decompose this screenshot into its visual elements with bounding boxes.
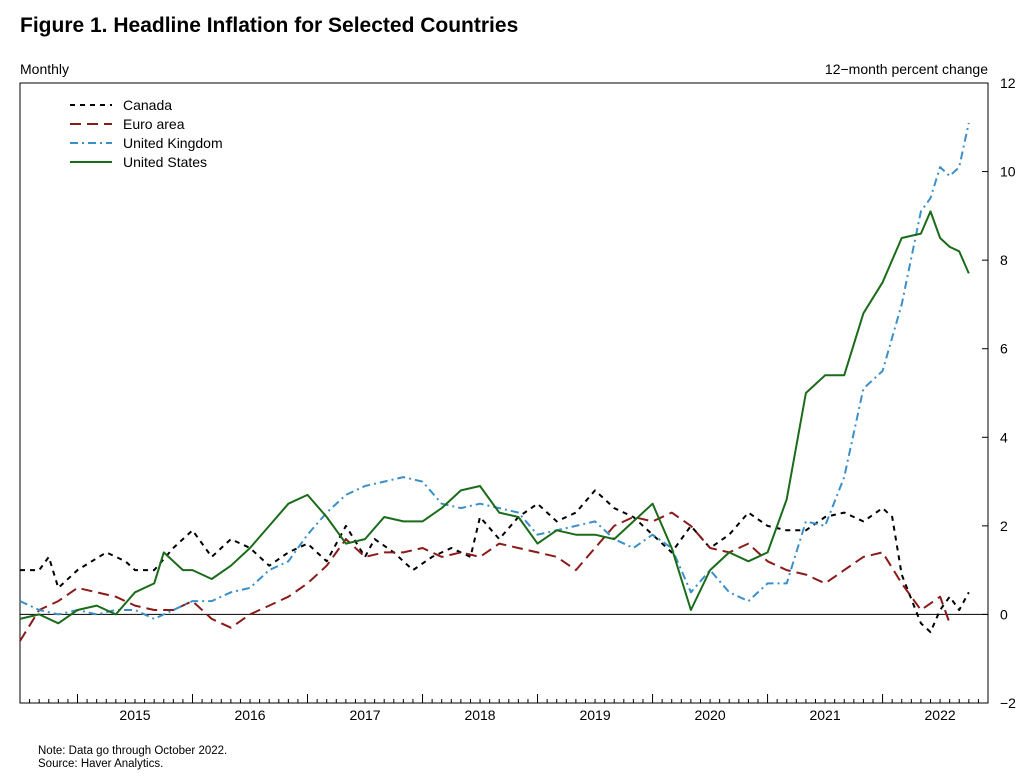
legend-label: Canada <box>123 97 172 113</box>
x-tick-label: 2016 <box>234 707 265 723</box>
series-line-united-kingdom <box>19 122 970 620</box>
chart-title: Figure 1. Headline Inflation for Selecte… <box>20 14 519 37</box>
axes: −2 0 2 4 6 8 10 12 2015 2016 2017 2018 2019 2020 2021 2… <box>19 75 1016 723</box>
y-tick-label: 0 <box>1000 606 1008 622</box>
x-tick-label: 2022 <box>925 707 956 723</box>
y-tick-label: 8 <box>1000 252 1008 268</box>
chart-notes: Note: Data go through October 2022. Sour… <box>38 745 227 771</box>
y-tick-label: −2 <box>1000 695 1016 711</box>
y-tick-label: 12 <box>1000 75 1016 91</box>
x-tick-label: 2019 <box>579 707 610 723</box>
series-lines <box>19 122 970 642</box>
series-line-united-states <box>19 210 970 625</box>
source-text: Source: Haver Analytics. <box>38 758 164 770</box>
y-tick-label: 10 <box>1000 164 1016 180</box>
legend-label: United Kingdom <box>123 135 223 151</box>
y-axis-label: 12−month percent change <box>824 61 988 77</box>
x-tick-label: 2015 <box>119 707 150 723</box>
legend-label: Euro area <box>123 116 185 132</box>
legend: Canada Euro area United Kingdom United Stat… <box>70 97 223 170</box>
series-line-canada <box>20 489 970 634</box>
x-tick-label: 2021 <box>809 707 840 723</box>
y-tick-label: 4 <box>1000 429 1008 445</box>
x-tick-label: 2018 <box>464 707 495 723</box>
x-tick-label: 2017 <box>349 707 380 723</box>
x-tick-label: 2020 <box>694 707 725 723</box>
frequency-label: Monthly <box>20 61 70 77</box>
y-tick-label: 2 <box>1000 518 1008 534</box>
note-text: Note: Data go through October 2022. <box>38 745 228 757</box>
plot-frame <box>19 82 989 704</box>
y-tick-label: 6 <box>1000 341 1008 357</box>
series-line-euro-area <box>19 511 951 642</box>
legend-label: United States <box>123 154 207 170</box>
